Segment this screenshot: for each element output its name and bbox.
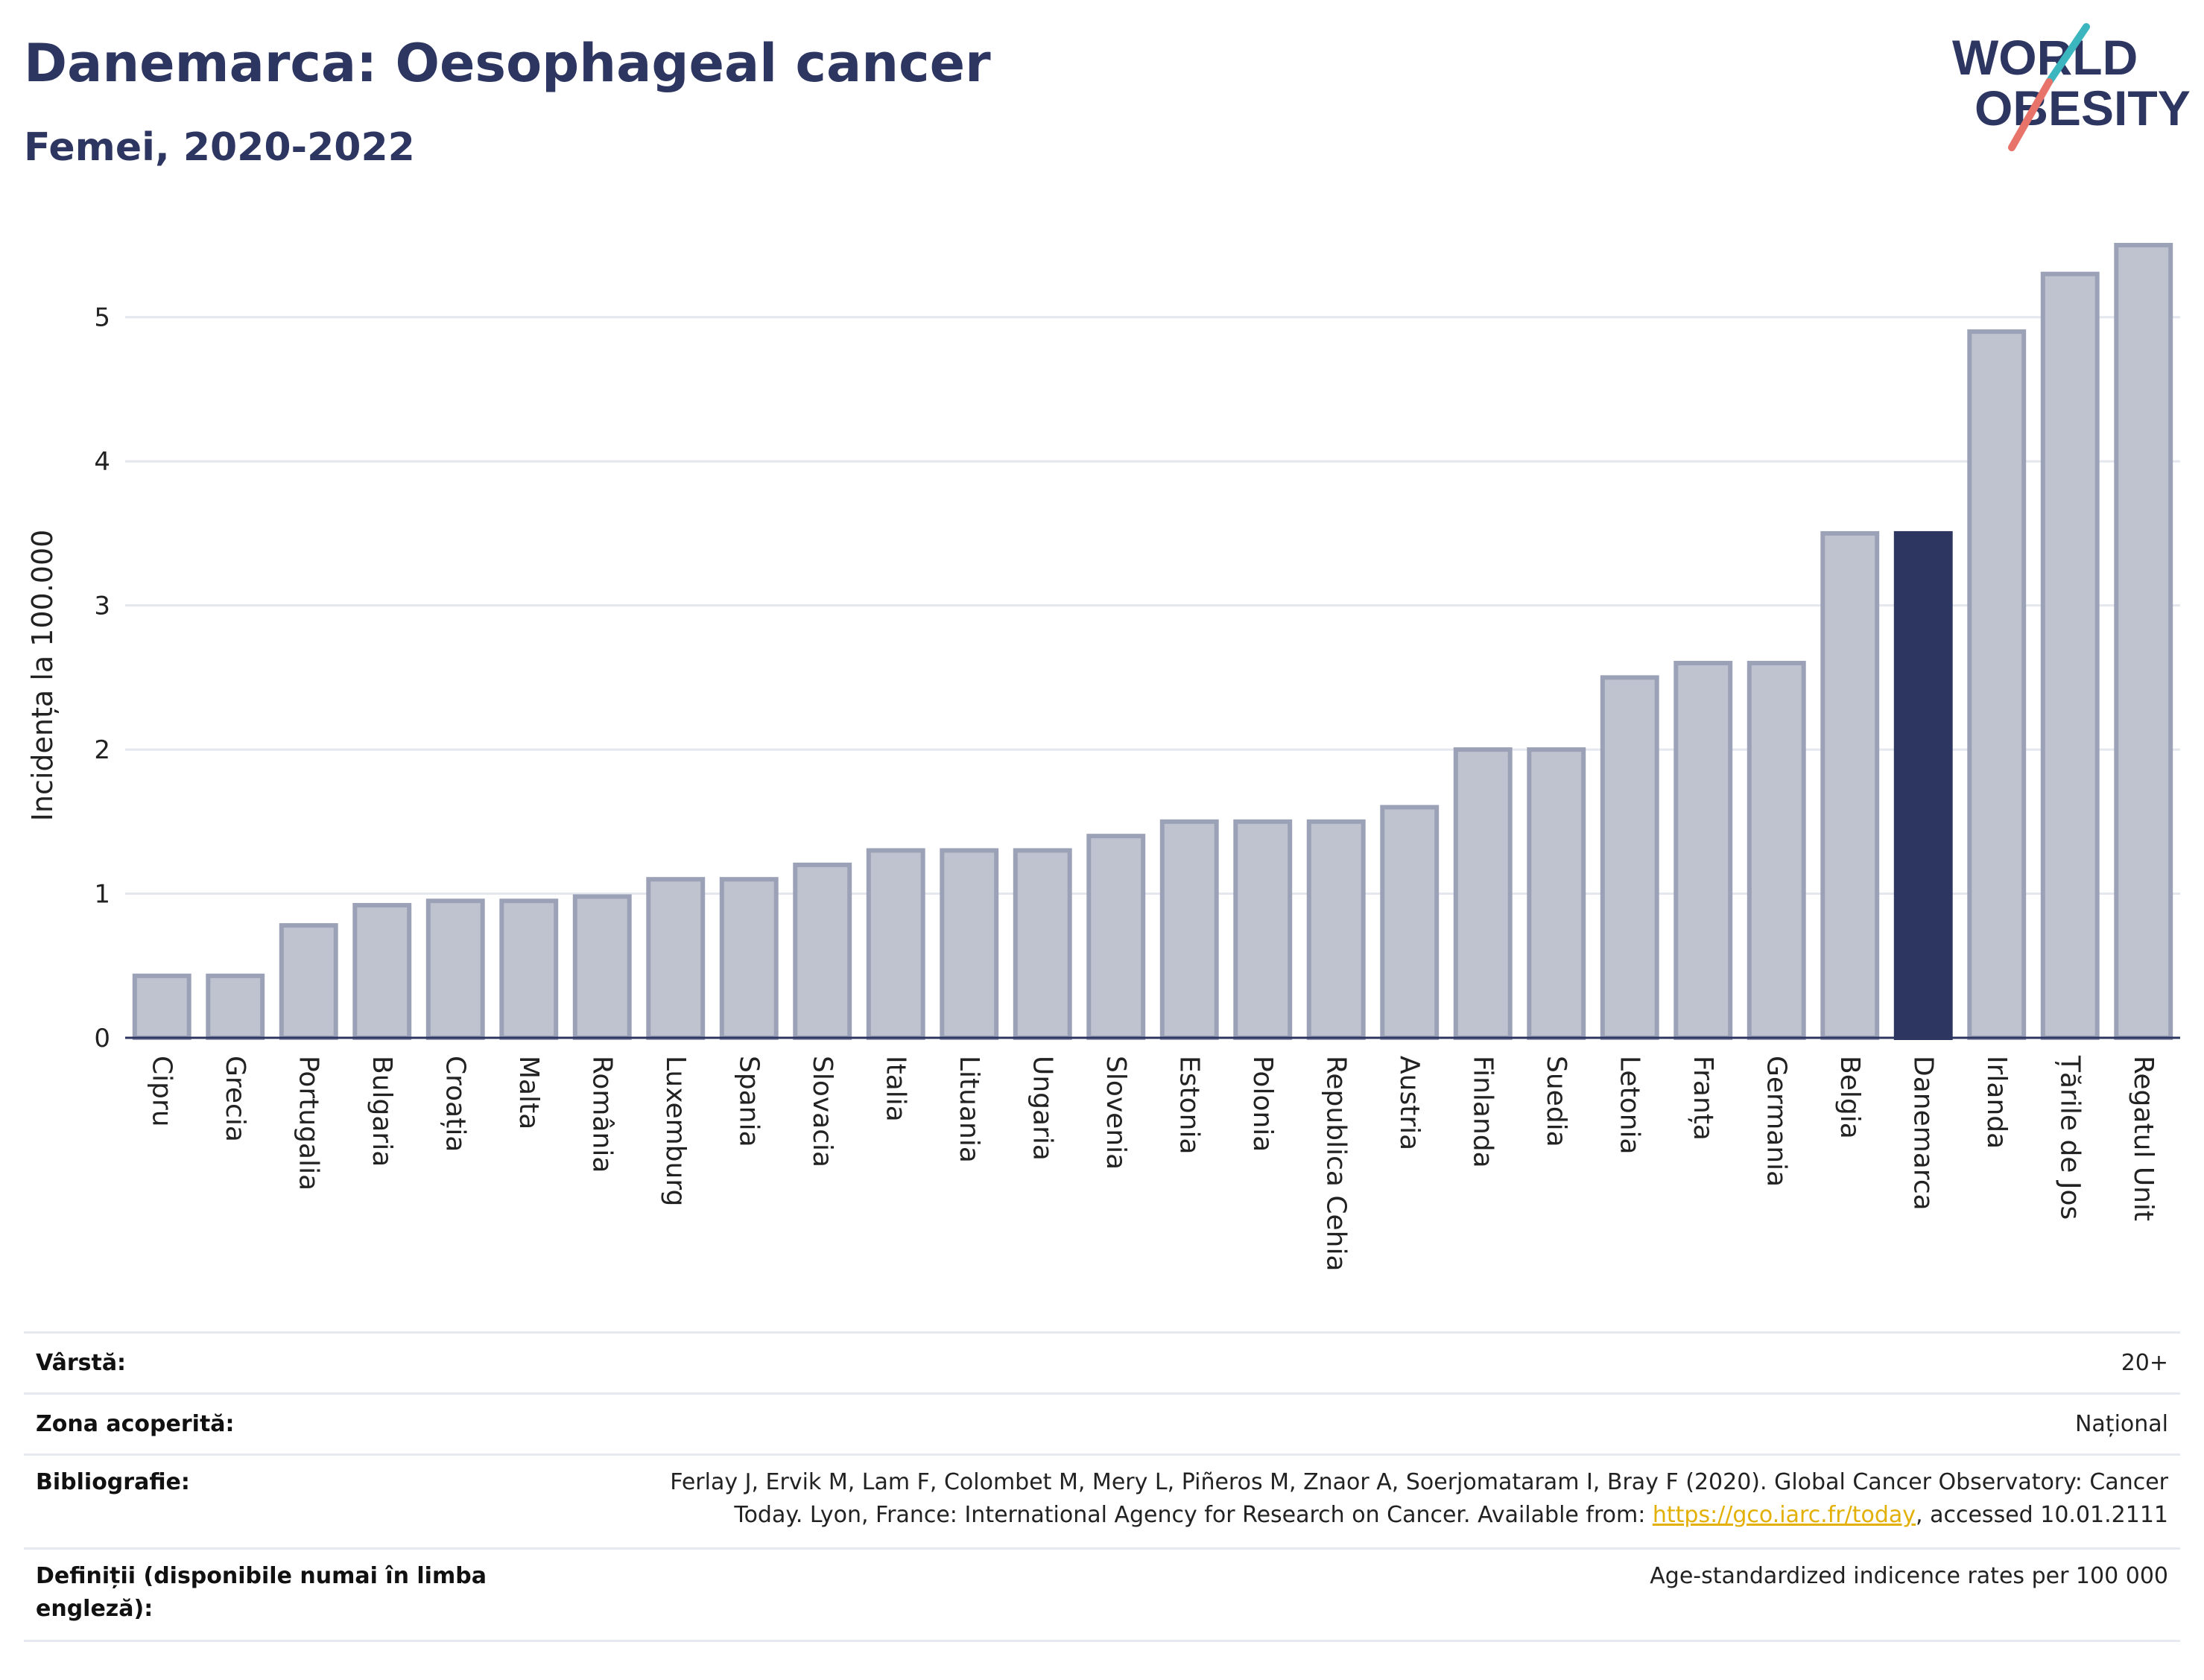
definitions-label-line-1: Definiții (disponibile numai în limba	[36, 1563, 487, 1589]
bar	[2114, 243, 2173, 1040]
bar	[1967, 329, 2027, 1040]
bar	[572, 894, 632, 1041]
logo-slash-red	[2008, 78, 2053, 151]
bar	[793, 862, 852, 1040]
meta-bibliography-value: Ferlay J, Ervik M, Lam F, Colombet M, Me…	[670, 1466, 2168, 1532]
y-axis-label: Incidența la 100.000	[26, 530, 59, 822]
bar	[1747, 661, 1806, 1040]
x-tick-label: Germania	[1761, 1056, 1791, 1187]
x-tick-label: Finlanda	[1467, 1056, 1498, 1168]
x-tick-label: Regatul Unit	[2128, 1056, 2159, 1221]
bar	[352, 903, 412, 1040]
bar	[1380, 805, 1440, 1041]
meta-row-bibliography: Bibliografie: Ferlay J, Ervik M, Lam F, …	[24, 1456, 2180, 1550]
metadata-table: Vârstă: 20+ Zona acoperită: Național Bib…	[24, 1331, 2180, 1642]
x-tick-label: Bulgaria	[367, 1056, 397, 1167]
x-tick-label: Țările de Jos	[2054, 1055, 2085, 1220]
x-tick-label: Austria	[1394, 1056, 1425, 1150]
bar	[940, 848, 999, 1041]
bar	[2040, 271, 2100, 1040]
x-tick-label: Suedia	[1541, 1056, 1571, 1147]
world-obesity-logo: WORLD OBESITY	[1952, 23, 2191, 151]
bar	[1086, 834, 1146, 1040]
meta-age-label: Vârstă:	[36, 1350, 127, 1376]
bar-chart: 0 1 2 3 4 5 Incidența la 100.000 Cipru Grecia Por…	[26, 243, 2180, 1272]
definitions-label-line-2: engleză):	[36, 1596, 153, 1622]
x-tick-label: Estonia	[1174, 1056, 1204, 1155]
x-tick-label: Luxemburg	[660, 1056, 691, 1206]
x-tick-label: Letonia	[1614, 1056, 1644, 1155]
bibliography-line-1: Ferlay J, Ervik M, Lam F, Colombet M, Me…	[670, 1469, 2168, 1495]
bar	[499, 898, 559, 1040]
y-tick-label: 4	[94, 447, 110, 477]
bar	[719, 877, 779, 1040]
x-tick-label: Croația	[440, 1056, 470, 1152]
meta-coverage-value: Național	[2074, 1411, 2168, 1437]
bar	[1013, 848, 1072, 1041]
meta-row-coverage: Zona acoperită: Național	[24, 1395, 2180, 1456]
meta-row-definitions: Definiții (disponibile numai în limba en…	[24, 1550, 2180, 1642]
y-tick-label: 3	[94, 592, 110, 621]
x-tick-label: Ungaria	[1027, 1056, 1057, 1161]
x-tick-label: Spania	[733, 1056, 764, 1147]
x-tick-label: România	[586, 1056, 617, 1173]
bibliography-line-2: Today. Lyon, France: International Agenc…	[670, 1499, 2168, 1532]
x-tick-label: Lituania	[954, 1056, 984, 1163]
bibliography-link[interactable]: https://gco.iarc.fr/today	[1652, 1502, 1916, 1528]
bar	[646, 877, 706, 1040]
meta-age-value: 20+	[2121, 1350, 2168, 1376]
x-tick-label: Polonia	[1247, 1056, 1278, 1152]
page-title: Danemarca: Oesophageal cancer	[24, 33, 991, 94]
bar	[1233, 819, 1293, 1040]
meta-coverage-label: Zona acoperită:	[36, 1411, 235, 1437]
x-tick-label: Grecia	[220, 1056, 250, 1142]
y-tick-label: 0	[94, 1024, 110, 1053]
x-tick-label: Belgia	[1834, 1056, 1865, 1139]
bar	[1527, 747, 1586, 1040]
logo-text-world: WORLD	[1952, 30, 2138, 85]
bar	[1600, 675, 1659, 1041]
y-tick-label: 1	[94, 880, 110, 910]
meta-definitions-label: Definiții (disponibile numai în limba en…	[36, 1560, 487, 1626]
x-tick-label: Portugalia	[293, 1056, 323, 1191]
x-tick-label: Danemarca	[1907, 1056, 1938, 1211]
bibliography-line-2-post: , accessed 10.01.2111	[1916, 1502, 2168, 1528]
bar	[1820, 530, 1880, 1040]
x-tick-label: Malta	[513, 1056, 544, 1129]
meta-bibliography-label: Bibliografie:	[36, 1469, 190, 1495]
bar	[425, 898, 485, 1040]
page-subtitle: Femei, 2020-2022	[24, 125, 415, 170]
y-tick-label: 5	[94, 303, 110, 333]
x-tick-label: Irlanda	[1981, 1056, 2012, 1149]
meta-row-age: Vârstă: 20+	[24, 1334, 2180, 1395]
x-tick-label: Italia	[880, 1056, 911, 1122]
bar	[1453, 747, 1513, 1040]
x-tick-label: Slovacia	[807, 1056, 837, 1167]
bar	[279, 923, 338, 1040]
bar	[206, 973, 265, 1040]
x-tick-label: Slovenia	[1101, 1056, 1131, 1170]
bar	[866, 848, 925, 1041]
bar	[1306, 819, 1366, 1040]
logo-slash-teal	[2045, 23, 2090, 86]
bar	[1893, 530, 1953, 1040]
x-tick-label: Republica Cehia	[1320, 1056, 1351, 1272]
meta-definitions-value: Age-standardized indicence rates per 100…	[1650, 1563, 2168, 1589]
x-tick-label: Franța	[1688, 1056, 1718, 1141]
bibliography-line-2-pre: Today. Lyon, France: International Agenc…	[734, 1502, 1653, 1528]
bar	[132, 973, 191, 1040]
bar	[1159, 819, 1219, 1040]
bar	[1673, 661, 1733, 1040]
x-tick-label: Cipru	[146, 1056, 177, 1127]
logo-text-obesity: OBESITY	[1975, 80, 2191, 136]
y-tick-label: 2	[94, 735, 110, 765]
